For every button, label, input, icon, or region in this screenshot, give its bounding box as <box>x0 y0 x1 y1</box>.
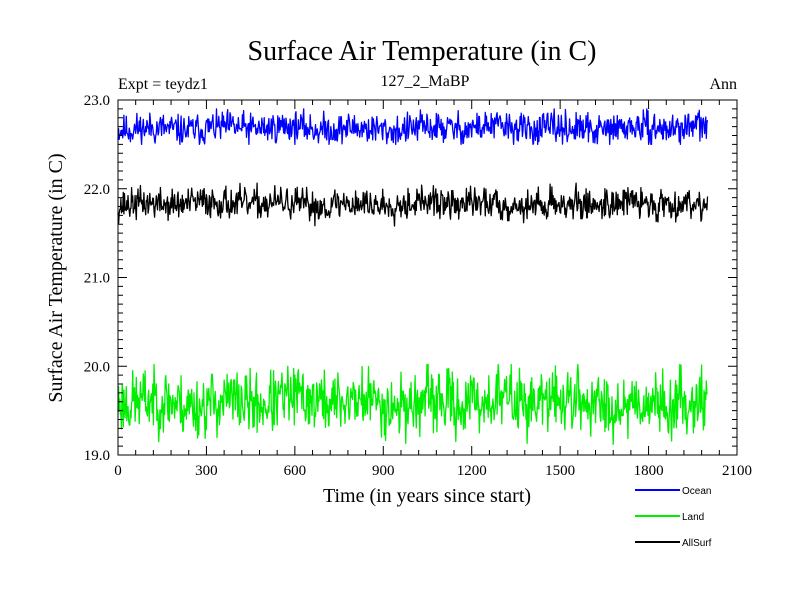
chart-subtitle: 127_2_MaBP <box>381 73 470 90</box>
x-tick-label: 600 <box>284 463 307 479</box>
chart-title: Surface Air Temperature (in C) <box>248 36 597 67</box>
axis-ticks <box>117 99 738 456</box>
x-axis-label: Time (in years since start) <box>323 485 531 507</box>
x-tick-label: 300 <box>195 463 218 479</box>
y-tick-label: 21.0 <box>84 271 110 287</box>
y-tick-label: 23.0 <box>84 93 110 109</box>
season-label: Ann <box>709 76 737 93</box>
x-tick-label: 0 <box>114 463 122 479</box>
x-tick-label: 1500 <box>545 463 575 479</box>
tick-labels: 0 300 600 900 1200 1500 1800 2100 19.0 20.0 21.0 22… <box>84 93 752 479</box>
plot-lines <box>117 108 709 445</box>
legend-label-allsurf: AllSurf <box>682 538 712 549</box>
y-tick-label: 22.0 <box>84 182 110 198</box>
x-tick-label: 1200 <box>457 463 487 479</box>
legend-label-ocean: Ocean <box>682 486 711 497</box>
expt-label: Expt = teydz1 <box>118 76 208 93</box>
x-tick-label: 2100 <box>722 463 752 479</box>
series-line-ocean <box>117 108 709 146</box>
legend-label-land: Land <box>682 512 704 523</box>
series-line-allsurf <box>117 182 709 227</box>
y-axis-label: Surface Air Temperature (in C) <box>45 153 67 402</box>
y-tick-label: 19.0 <box>84 448 110 464</box>
x-tick-label: 900 <box>372 463 395 479</box>
y-tick-label: 20.0 <box>84 359 110 375</box>
series-line-land <box>117 363 708 445</box>
x-tick-label: 1800 <box>634 463 664 479</box>
legend: Ocean Land AllSurf <box>635 486 712 549</box>
